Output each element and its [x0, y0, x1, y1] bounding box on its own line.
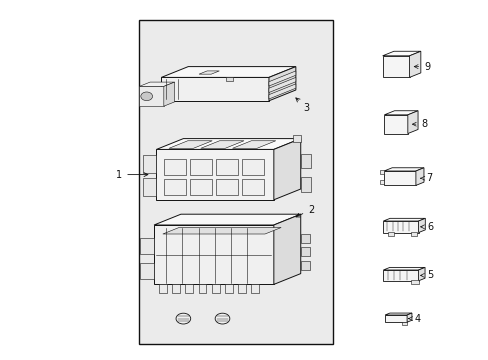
Polygon shape	[161, 67, 295, 77]
Bar	[251, 284, 259, 293]
Polygon shape	[268, 84, 295, 99]
Polygon shape	[382, 51, 420, 56]
Polygon shape	[139, 86, 163, 106]
Bar	[163, 179, 185, 195]
Text: 1: 1	[116, 170, 147, 180]
Text: 5: 5	[420, 270, 433, 280]
Polygon shape	[268, 71, 295, 86]
Text: 3: 3	[295, 98, 309, 113]
Bar	[140, 238, 154, 254]
Polygon shape	[407, 313, 411, 322]
Circle shape	[176, 313, 190, 324]
Polygon shape	[385, 313, 411, 315]
Polygon shape	[156, 149, 273, 200]
Polygon shape	[154, 214, 300, 225]
Text: 2: 2	[295, 204, 314, 217]
Polygon shape	[384, 171, 415, 185]
Bar	[410, 232, 416, 236]
Bar	[185, 284, 193, 293]
Polygon shape	[169, 141, 212, 148]
Text: 6: 6	[420, 222, 433, 232]
Bar	[387, 232, 393, 236]
Bar	[401, 322, 406, 325]
Polygon shape	[409, 51, 420, 77]
Bar	[224, 284, 232, 293]
Bar	[215, 179, 237, 195]
Bar	[189, 159, 211, 175]
Bar	[410, 280, 418, 284]
Circle shape	[215, 313, 229, 324]
Polygon shape	[383, 267, 424, 270]
Bar	[139, 20, 332, 344]
Bar	[241, 179, 263, 195]
Polygon shape	[384, 168, 423, 171]
Polygon shape	[273, 139, 300, 200]
Polygon shape	[139, 82, 174, 86]
Bar	[142, 178, 156, 196]
Bar	[198, 284, 206, 293]
Polygon shape	[415, 168, 423, 185]
Bar	[380, 180, 383, 184]
Bar	[380, 170, 383, 174]
Polygon shape	[201, 141, 244, 148]
Polygon shape	[383, 221, 418, 233]
Bar	[211, 284, 219, 293]
Polygon shape	[161, 77, 268, 101]
Bar	[300, 247, 309, 256]
Polygon shape	[268, 67, 295, 101]
Polygon shape	[154, 225, 273, 284]
Bar	[140, 263, 154, 279]
Polygon shape	[384, 115, 407, 134]
Polygon shape	[383, 218, 425, 221]
Polygon shape	[385, 315, 407, 322]
Bar	[300, 234, 309, 243]
Bar	[215, 159, 237, 175]
Circle shape	[141, 92, 152, 100]
Bar	[300, 177, 311, 192]
Polygon shape	[156, 139, 300, 149]
Polygon shape	[273, 214, 300, 284]
Bar	[300, 261, 309, 270]
Polygon shape	[418, 267, 424, 281]
Bar	[159, 284, 166, 293]
Bar	[142, 155, 156, 173]
Bar	[238, 284, 245, 293]
Bar	[189, 179, 211, 195]
Text: 4: 4	[408, 314, 420, 324]
Bar	[225, 77, 233, 81]
Text: 8: 8	[411, 119, 427, 129]
Polygon shape	[407, 111, 417, 134]
Polygon shape	[232, 141, 275, 148]
Text: 7: 7	[420, 173, 432, 183]
Polygon shape	[268, 77, 295, 93]
Bar	[292, 135, 301, 142]
Polygon shape	[418, 218, 425, 233]
Polygon shape	[163, 82, 174, 106]
Text: 9: 9	[413, 62, 429, 72]
Bar	[163, 159, 185, 175]
Polygon shape	[163, 228, 281, 234]
Polygon shape	[382, 56, 409, 77]
Bar	[241, 159, 263, 175]
Polygon shape	[384, 111, 417, 115]
Polygon shape	[199, 71, 219, 74]
Polygon shape	[383, 270, 418, 281]
Bar	[172, 284, 180, 293]
Bar	[300, 154, 311, 168]
